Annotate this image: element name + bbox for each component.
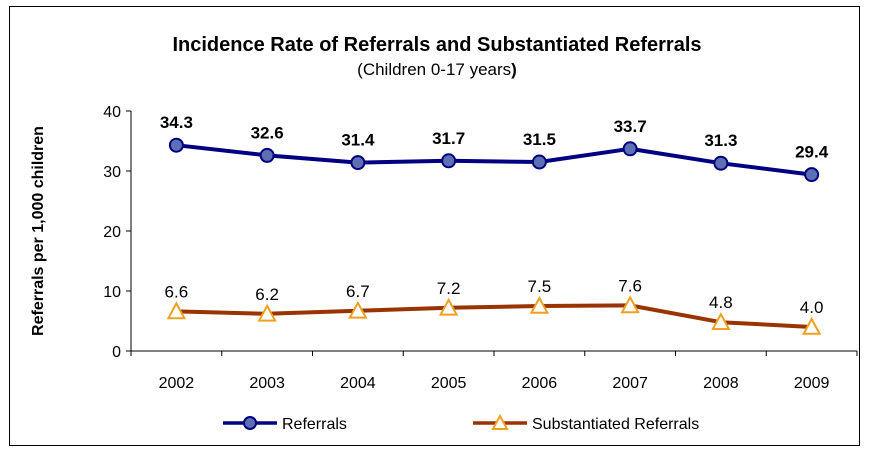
data-label-0: 31.7	[432, 129, 465, 148]
series-point-0	[531, 154, 547, 170]
data-label-1: 4.0	[800, 298, 824, 317]
series-point-1	[529, 295, 550, 314]
series-point-1	[438, 297, 459, 316]
legend: Referrals Substantiated Referrals	[223, 413, 699, 433]
series-line-0	[176, 143, 812, 177]
legend-marker-0	[243, 416, 257, 430]
series-point-1	[711, 312, 731, 330]
data-label-1: 6.2	[255, 285, 279, 304]
series-layer: 34.3 32.6 31.4 31.7 31.5 33.7 31.3 29.4 6.6 6.2 6.…	[160, 113, 829, 335]
series-point-1	[620, 295, 640, 314]
series-point-1	[801, 316, 822, 335]
series-line-1	[176, 303, 812, 329]
legend-marker-1	[491, 413, 509, 430]
series-point-1	[348, 300, 368, 319]
x-tick-label: 2007	[612, 375, 648, 392]
x-tick-label: 2003	[249, 375, 285, 392]
data-label-0: 31.5	[523, 130, 556, 149]
data-label-0: 31.4	[341, 131, 375, 150]
chart-subtitle-main: (Children 0-17 years	[357, 60, 511, 79]
data-label-0: 32.6	[251, 123, 284, 142]
x-tick-label: 2008	[703, 375, 739, 392]
data-label-1: 7.6	[618, 276, 642, 295]
legend-label-1: Substantiated Referrals	[532, 416, 699, 433]
y-tick-label: 40	[103, 104, 121, 121]
data-label-0: 31.3	[704, 131, 737, 150]
chart-title: Incidence Rate of Referrals and Substant…	[172, 34, 701, 56]
data-label-1: 6.6	[165, 282, 189, 301]
data-label-1: 4.8	[709, 293, 733, 312]
y-axis-label: Referrals per 1,000 children	[30, 126, 47, 336]
data-label-0: 29.4	[795, 143, 829, 162]
chart-subtitle: (Children 0-17 years)	[357, 60, 517, 79]
legend-label-0: Referrals	[282, 416, 347, 433]
x-tick-label: 2005	[431, 375, 467, 392]
y-tick-label: 10	[103, 284, 121, 301]
x-tick-label: 2006	[522, 375, 558, 392]
data-label-1: 7.5	[528, 277, 552, 296]
series-point-0	[713, 155, 729, 171]
axes: 0 10 20 30 40 2002 2003 2004 2005 2006 2007 2008 200…	[103, 104, 858, 392]
data-label-1: 6.7	[346, 282, 370, 301]
data-label-0: 33.7	[614, 117, 647, 136]
y-tick-label: 0	[112, 344, 121, 361]
chart-frame	[9, 6, 860, 446]
series-point-1	[166, 301, 187, 320]
x-tick-label: 2004	[340, 375, 376, 392]
series-point-0	[168, 137, 184, 153]
series-point-0	[441, 153, 457, 169]
data-label-0: 34.3	[160, 113, 193, 132]
y-tick-label: 30	[103, 164, 121, 181]
x-tick-label: 2009	[794, 375, 830, 392]
x-tick-label: 2002	[159, 375, 195, 392]
chart-subtitle-paren: )	[511, 60, 517, 79]
series-point-0	[350, 155, 366, 171]
data-label-1: 7.2	[437, 279, 461, 298]
series-point-0	[804, 167, 820, 183]
y-tick-label: 20	[103, 224, 121, 241]
series-point-0	[622, 141, 638, 157]
series-point-1	[257, 303, 277, 322]
series-point-0	[259, 147, 275, 163]
